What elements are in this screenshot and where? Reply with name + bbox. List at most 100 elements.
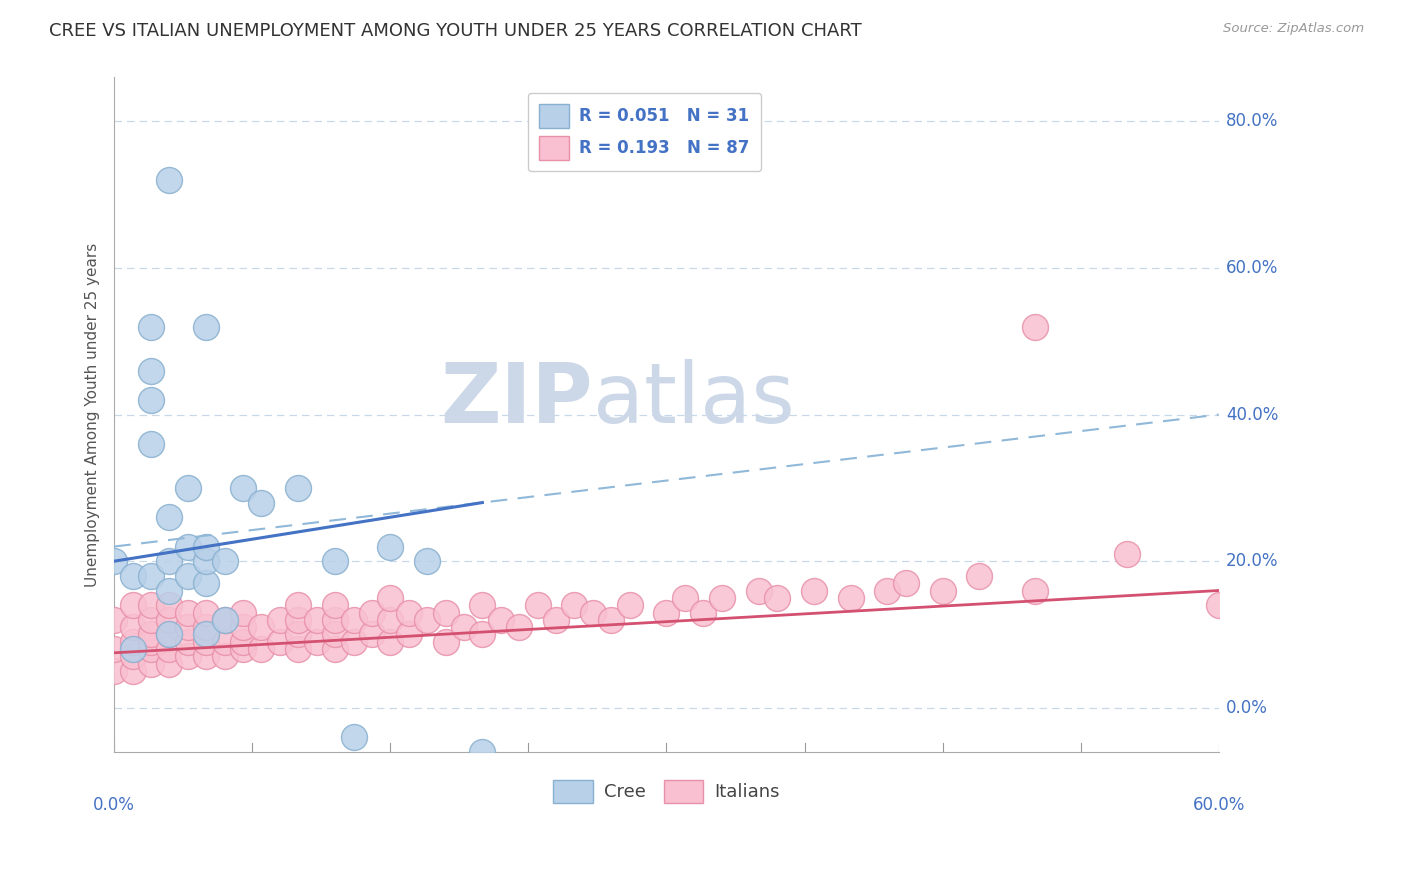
Point: [139, 437, 162, 451]
Point: [287, 627, 309, 641]
Point: [214, 613, 236, 627]
Point: [139, 657, 162, 671]
Point: [416, 613, 439, 627]
Point: [361, 627, 384, 641]
Point: [323, 598, 346, 612]
Point: [803, 583, 825, 598]
Point: [177, 569, 200, 583]
Point: [931, 583, 953, 598]
Point: [969, 569, 991, 583]
Point: [453, 620, 475, 634]
Point: [195, 649, 218, 664]
Point: [434, 606, 457, 620]
Point: [195, 635, 218, 649]
Text: 60.0%: 60.0%: [1192, 796, 1244, 814]
Point: [195, 554, 218, 568]
Point: [103, 613, 125, 627]
Point: [121, 569, 143, 583]
Point: [195, 606, 218, 620]
Point: [121, 620, 143, 634]
Point: [287, 613, 309, 627]
Point: [139, 319, 162, 334]
Point: [157, 173, 180, 187]
Point: [195, 576, 218, 591]
Point: [139, 392, 162, 407]
Point: [287, 642, 309, 657]
Point: [177, 540, 200, 554]
Point: [876, 583, 898, 598]
Point: [361, 606, 384, 620]
Point: [342, 730, 364, 744]
Point: [139, 569, 162, 583]
Point: [323, 613, 346, 627]
Point: [177, 481, 200, 495]
Point: [471, 627, 494, 641]
Point: [121, 642, 143, 657]
Point: [157, 657, 180, 671]
Text: 40.0%: 40.0%: [1226, 406, 1278, 424]
Point: [139, 363, 162, 377]
Point: [471, 745, 494, 759]
Point: [103, 664, 125, 678]
Point: [269, 635, 291, 649]
Point: [508, 620, 530, 634]
Point: [564, 598, 586, 612]
Point: [305, 635, 328, 649]
Point: [139, 635, 162, 649]
Text: 60.0%: 60.0%: [1226, 259, 1278, 277]
Point: [157, 510, 180, 524]
Text: CREE VS ITALIAN UNEMPLOYMENT AMONG YOUTH UNDER 25 YEARS CORRELATION CHART: CREE VS ITALIAN UNEMPLOYMENT AMONG YOUTH…: [49, 22, 862, 40]
Point: [747, 583, 769, 598]
Point: [489, 613, 512, 627]
Point: [157, 642, 180, 657]
Point: [526, 598, 548, 612]
Point: [710, 591, 733, 605]
Point: [250, 495, 273, 509]
Point: [1208, 598, 1230, 612]
Point: [157, 598, 180, 612]
Point: [1115, 547, 1137, 561]
Point: [766, 591, 789, 605]
Point: [103, 554, 125, 568]
Point: [139, 613, 162, 627]
Point: [250, 620, 273, 634]
Point: [121, 598, 143, 612]
Point: [121, 635, 143, 649]
Point: [894, 576, 917, 591]
Point: [177, 606, 200, 620]
Point: [214, 635, 236, 649]
Point: [380, 540, 402, 554]
Point: [139, 627, 162, 641]
Y-axis label: Unemployment Among Youth under 25 years: Unemployment Among Youth under 25 years: [86, 243, 100, 587]
Text: 80.0%: 80.0%: [1226, 112, 1278, 130]
Point: [232, 620, 254, 634]
Point: [232, 635, 254, 649]
Point: [269, 613, 291, 627]
Point: [380, 613, 402, 627]
Point: [1024, 583, 1046, 598]
Point: [214, 554, 236, 568]
Point: [673, 591, 696, 605]
Point: [177, 620, 200, 634]
Point: [323, 627, 346, 641]
Point: [380, 591, 402, 605]
Point: [195, 620, 218, 634]
Text: 0.0%: 0.0%: [93, 796, 135, 814]
Point: [1024, 319, 1046, 334]
Point: [398, 627, 420, 641]
Point: [342, 635, 364, 649]
Point: [342, 613, 364, 627]
Point: [232, 606, 254, 620]
Point: [380, 635, 402, 649]
Text: ZIP: ZIP: [440, 359, 593, 441]
Point: [157, 627, 180, 641]
Point: [195, 627, 218, 641]
Point: [323, 642, 346, 657]
Point: [619, 598, 641, 612]
Point: [250, 642, 273, 657]
Point: [232, 642, 254, 657]
Point: [177, 649, 200, 664]
Point: [195, 540, 218, 554]
Point: [103, 642, 125, 657]
Point: [839, 591, 862, 605]
